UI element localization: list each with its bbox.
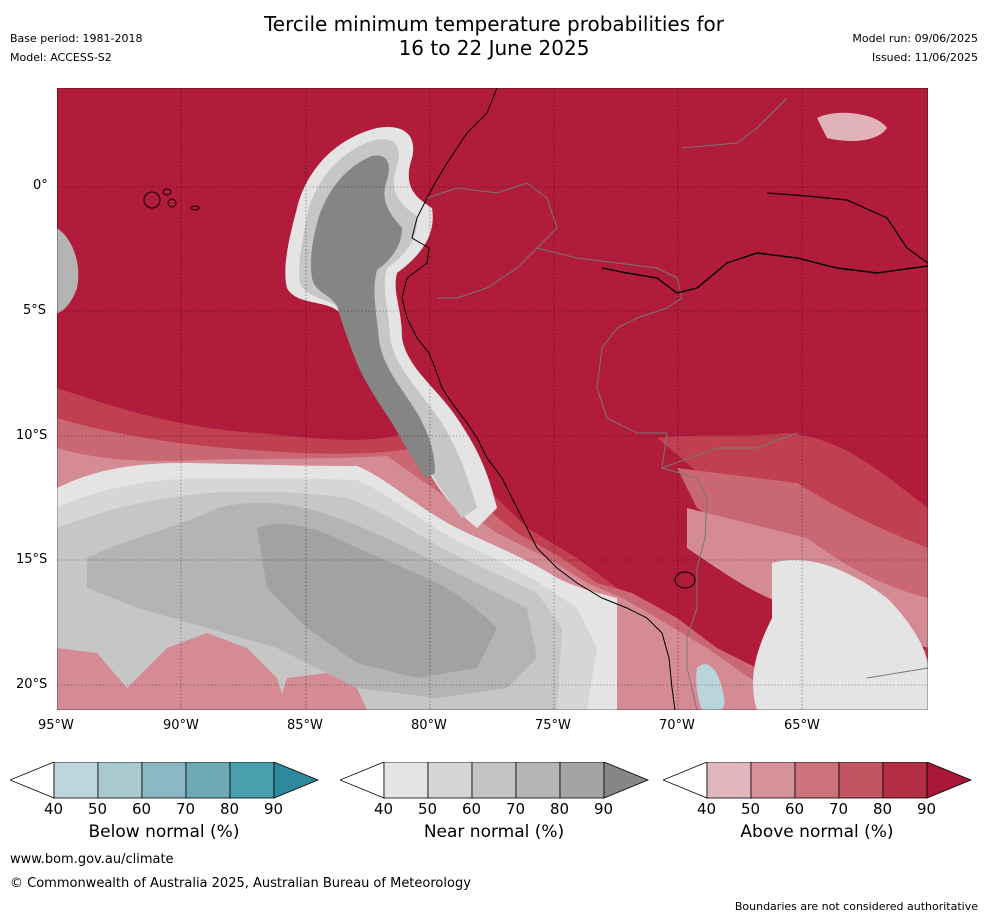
above-colorbar-segment bbox=[882, 762, 928, 799]
title-line-1: Tercile minimum temperature probabilitie… bbox=[263, 12, 725, 36]
above-colorbar-low-extend bbox=[663, 762, 708, 799]
above-colorbar bbox=[663, 762, 973, 799]
lat-label-20s: 20°S bbox=[16, 677, 48, 692]
country-borders bbox=[426, 97, 928, 710]
near-colorbar-low-extend bbox=[340, 762, 385, 799]
near-colorbar-segment bbox=[559, 762, 605, 799]
river bbox=[601, 252, 928, 294]
lon-label-70w: 70°W bbox=[659, 718, 695, 733]
lake bbox=[674, 571, 696, 589]
below-colorbar-tick: 80 bbox=[220, 800, 240, 818]
above-60-s bbox=[277, 673, 367, 710]
near-colorbar-segment bbox=[471, 762, 517, 799]
map-title: Tercile minimum temperature probabilitie… bbox=[0, 12, 988, 60]
above-colorbar-tick: 70 bbox=[829, 800, 849, 818]
near-90-tongue bbox=[310, 155, 435, 478]
above-colorbar-segment bbox=[750, 762, 796, 799]
below-colorbar bbox=[10, 762, 320, 799]
lon-label-95w: 95°W bbox=[38, 718, 74, 733]
below-colorbar-tick: 90 bbox=[264, 800, 284, 818]
below-colorbar-tick: 50 bbox=[88, 800, 108, 818]
lon-label-90w: 90°W bbox=[163, 718, 199, 733]
river-upper bbox=[766, 192, 928, 264]
near-80-region bbox=[257, 523, 497, 678]
above-colorbar-tick: 50 bbox=[741, 800, 761, 818]
below-colorbar-segment bbox=[53, 762, 99, 799]
below-colorbar-tick: 40 bbox=[44, 800, 64, 818]
graticule bbox=[57, 88, 928, 710]
above-colorbar-tick: 90 bbox=[917, 800, 937, 818]
galapagos-islands bbox=[143, 188, 200, 211]
near-colorbar-segment bbox=[427, 762, 473, 799]
below-colorbar-tick: 60 bbox=[132, 800, 152, 818]
below-colorbar-tick: 70 bbox=[176, 800, 196, 818]
near-colorbar bbox=[340, 762, 650, 799]
model-run-text: Model run: 09/06/2025 bbox=[852, 32, 978, 45]
near-colorbar-tick: 70 bbox=[506, 800, 526, 818]
lat-label-15s: 15°S bbox=[16, 552, 48, 567]
above-colorbar-label: Above normal (%) bbox=[740, 822, 894, 842]
below-colorbar-segment bbox=[141, 762, 187, 799]
below-colorbar-segment bbox=[229, 762, 275, 799]
near-colorbar-tick: 90 bbox=[594, 800, 614, 818]
lon-label-75w: 75°W bbox=[535, 718, 571, 733]
model-text: Model: ACCESS-S2 bbox=[10, 51, 112, 64]
below-50-patch bbox=[696, 664, 725, 710]
near-colorbar-tick: 50 bbox=[418, 800, 438, 818]
below-colorbar-high-extend bbox=[273, 762, 320, 799]
lat-label-5s: 5°S bbox=[23, 303, 47, 318]
lat-label-0: 0° bbox=[33, 178, 48, 193]
below-colorbar-low-extend bbox=[10, 762, 55, 799]
lon-label-85w: 85°W bbox=[287, 718, 323, 733]
probability-map bbox=[57, 88, 928, 710]
disclaimer-text: Boundaries are not considered authoritat… bbox=[734, 900, 978, 913]
above-colorbar-segment bbox=[706, 762, 752, 799]
lon-label-65w: 65°W bbox=[784, 718, 820, 733]
above-colorbar-high-extend bbox=[926, 762, 973, 799]
near-colorbar-segment bbox=[515, 762, 561, 799]
coastline bbox=[401, 88, 676, 710]
near-colorbar-tick: 80 bbox=[550, 800, 570, 818]
base-period-text: Base period: 1981-2018 bbox=[10, 32, 143, 45]
above-60-sw bbox=[57, 633, 287, 710]
above-colorbar-segment bbox=[794, 762, 840, 799]
near-colorbar-high-extend bbox=[603, 762, 650, 799]
above-50-north-patch bbox=[817, 112, 887, 141]
near-colorbar-label: Near normal (%) bbox=[423, 822, 565, 842]
below-colorbar-segment bbox=[97, 762, 143, 799]
issued-text: Issued: 11/06/2025 bbox=[871, 51, 978, 64]
above-colorbar-segment bbox=[838, 762, 884, 799]
lon-label-80w: 80°W bbox=[411, 718, 447, 733]
near-left-patch bbox=[57, 228, 79, 313]
below-colorbar-segment bbox=[185, 762, 231, 799]
lat-label-10s: 10°S bbox=[16, 428, 48, 443]
title-line-2: 16 to 22 June 2025 bbox=[398, 36, 590, 60]
near-colorbar-tick: 40 bbox=[374, 800, 394, 818]
below-colorbar-label: Below normal (%) bbox=[88, 822, 240, 842]
website-text: www.bom.gov.au/climate bbox=[10, 852, 174, 867]
above-colorbar-tick: 40 bbox=[697, 800, 717, 818]
above-colorbar-tick: 80 bbox=[873, 800, 893, 818]
copyright-text: © Commonwealth of Australia 2025, Austra… bbox=[10, 876, 471, 891]
near-colorbar-tick: 60 bbox=[462, 800, 482, 818]
near-colorbar-segment bbox=[383, 762, 429, 799]
above-colorbar-tick: 60 bbox=[785, 800, 805, 818]
near-40-east bbox=[752, 559, 928, 710]
